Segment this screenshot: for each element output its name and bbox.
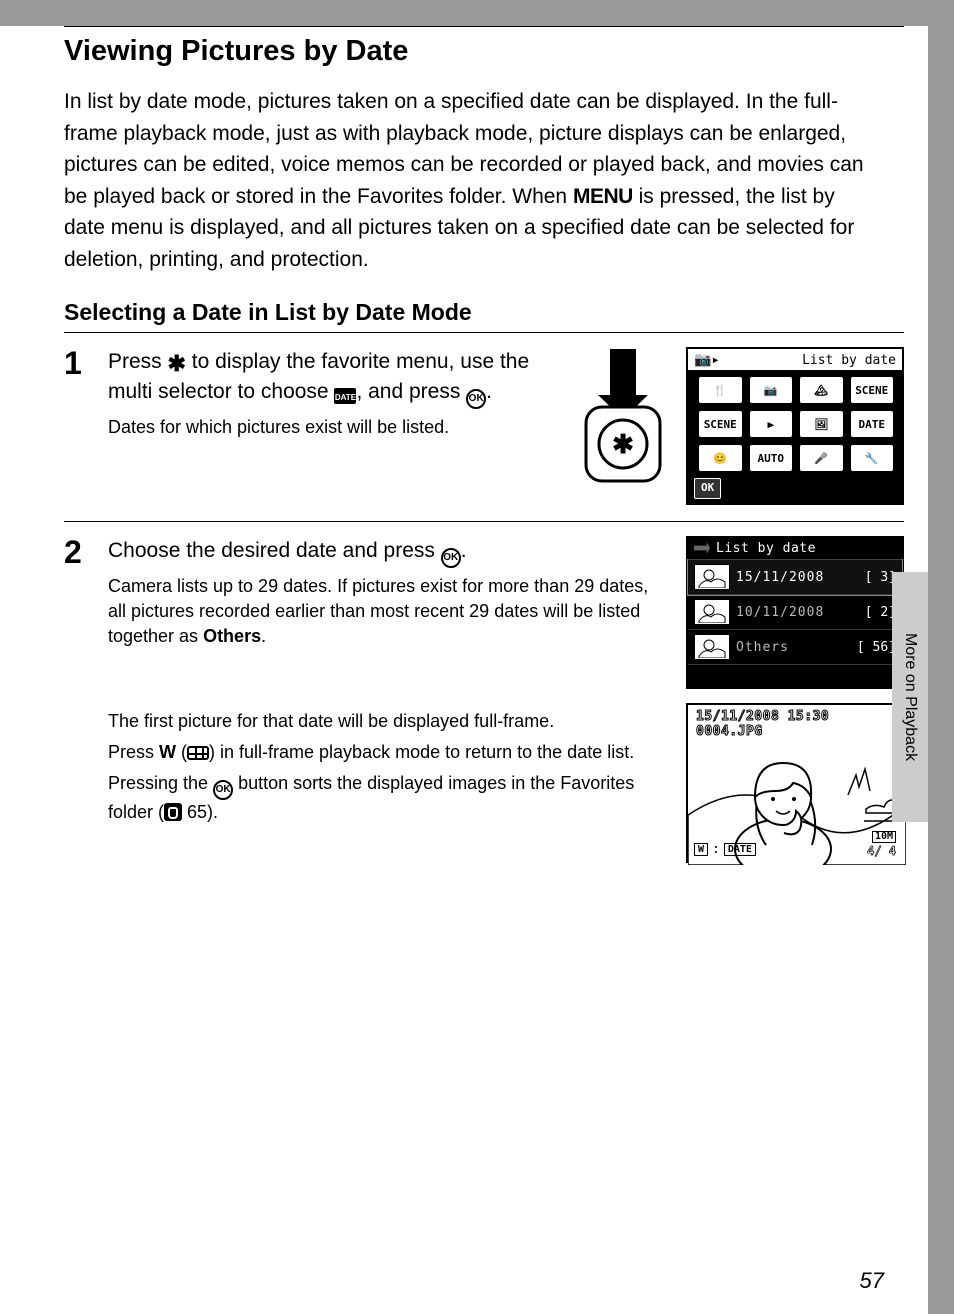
step-2-block-c: Press W ( ) in full-frame playback mode t…: [108, 740, 666, 765]
preview-date-time: 15/11/2008 15:30: [696, 709, 829, 724]
menu-cell: 📷: [749, 376, 794, 404]
preview-counter: 4/ 4: [867, 844, 896, 858]
step2-suba-1: Camera lists up to 29 dates. If pictures…: [108, 576, 648, 646]
date-list-row: 10/11/2008 [ 2]: [688, 595, 902, 630]
page-number: 57: [860, 1268, 884, 1294]
menu-cell: 🏔: [799, 376, 844, 404]
lcd-fullframe-preview: 15/11/2008 15:30 0004.JPG W : DATE 10M 4…: [686, 703, 904, 863]
menu-cell: SCENE: [698, 410, 743, 438]
preview-timestamp: 15/11/2008 15:30 0004.JPG: [696, 709, 829, 739]
menu-cell: DATE: [850, 410, 895, 438]
lcd-favorite-menu: 📷▸ List by date 🍴📷🏔SCENESCENE▶🖼DATE😊AUTO…: [686, 347, 904, 505]
section-subhead: Selecting a Date in List by Date Mode: [64, 299, 928, 326]
date-thumb-icon: [694, 564, 730, 590]
step-1-number: 1: [64, 347, 94, 505]
s2d-ref: 65).: [182, 802, 218, 822]
step2-suba-2: .: [261, 626, 266, 646]
lcd-date-list-title: List by date: [688, 538, 902, 560]
top-rule: [64, 26, 904, 27]
date-list-date: Others: [736, 640, 844, 655]
ok-button-icon: OK: [466, 389, 486, 409]
lcd-menu-title: List by date: [802, 353, 896, 368]
step-divider: [64, 521, 904, 522]
preview-resolution-icon: 10M: [872, 831, 896, 844]
others-bold: Others: [203, 626, 261, 646]
step2-main-a: Choose the desired date and press: [108, 539, 441, 562]
page: Viewing Pictures by Date In list by date…: [0, 26, 928, 1314]
step-2-main: Choose the desired date and press OK.: [108, 536, 666, 568]
subhead-rule: [64, 332, 904, 333]
zoom-out-w-icon: W: [159, 742, 176, 762]
lcd-ok-indicator: OK: [694, 478, 721, 499]
step-1-main: Press ✱ to display the favorite menu, us…: [108, 347, 560, 409]
preview-date-tag: DATE: [724, 843, 756, 856]
menu-cell: 🍴: [698, 376, 743, 404]
multi-selector-diagram: ✱: [580, 347, 666, 485]
step-2: 2 Choose the desired date and press OK. …: [64, 536, 904, 863]
s2c-c: ) in full-frame playback mode to return …: [209, 742, 634, 762]
camera-mode-icon: 📷▸: [694, 352, 720, 368]
menu-cell: SCENE: [850, 376, 895, 404]
page-title: Viewing Pictures by Date: [64, 35, 928, 68]
menu-cell: ▶: [749, 410, 794, 438]
page-reference-icon: [164, 803, 182, 821]
step-1: 1 Press ✱ to display the favorite menu, …: [64, 347, 904, 505]
step1-main-d: .: [486, 380, 492, 403]
step2-main-b: .: [461, 539, 467, 562]
step-1-sub: Dates for which pictures exist will be l…: [108, 415, 560, 440]
step-2-block-b: The first picture for that date will be …: [108, 709, 666, 734]
step1-main-c: , and press: [356, 380, 466, 403]
menu-cell: 🔧: [850, 444, 895, 472]
s2c-b: (: [176, 742, 187, 762]
date-list-date: 10/11/2008: [736, 605, 844, 620]
menu-button-word: MENU: [573, 185, 633, 208]
preview-w-icon: W: [694, 843, 708, 856]
menu-cell: 🎤: [799, 444, 844, 472]
date-list-count: [ 3]: [850, 570, 896, 585]
step-2-sub-a: Camera lists up to 29 dates. If pictures…: [108, 574, 666, 650]
chapter-side-tab-label: More on Playback: [901, 633, 919, 761]
svg-text:✱: ✱: [612, 429, 634, 459]
step1-main-a: Press: [108, 350, 168, 373]
ok-button-icon: OK: [213, 780, 233, 800]
date-thumb-icon: [694, 599, 730, 625]
preview-bottom-right: 10M 4/ 4: [867, 829, 896, 858]
s2d-a: Pressing the: [108, 773, 213, 793]
list-by-date-icon: DATE: [334, 388, 356, 404]
date-list-date: 15/11/2008: [736, 570, 844, 585]
step-2-number: 2: [64, 536, 94, 863]
date-list-row: 15/11/2008 [ 3]: [688, 560, 902, 595]
step-2-block-d: Pressing the OK button sorts the display…: [108, 771, 666, 825]
menu-cell: AUTO: [749, 444, 794, 472]
intro-paragraph: In list by date mode, pictures taken on …: [64, 86, 864, 275]
date-list-count: [ 2]: [850, 605, 896, 620]
lcd-date-list: List by date 15/11/2008 [ 3] 10/11/2008 [ 2…: [686, 536, 904, 689]
thumbnail-grid-icon: [187, 746, 209, 760]
chapter-side-tab: More on Playback: [892, 572, 928, 822]
preview-filename: 0004.JPG: [696, 724, 829, 739]
date-list-count: [ 56]: [850, 640, 896, 655]
menu-cell: 😊: [698, 444, 743, 472]
preview-bottom-left: W : DATE: [694, 842, 756, 857]
date-thumb-icon: [694, 634, 730, 660]
ok-button-icon: OK: [441, 548, 461, 568]
s2c-a: Press: [108, 742, 159, 762]
date-list-row: Others [ 56]: [688, 630, 902, 665]
menu-cell: 🖼: [799, 410, 844, 438]
